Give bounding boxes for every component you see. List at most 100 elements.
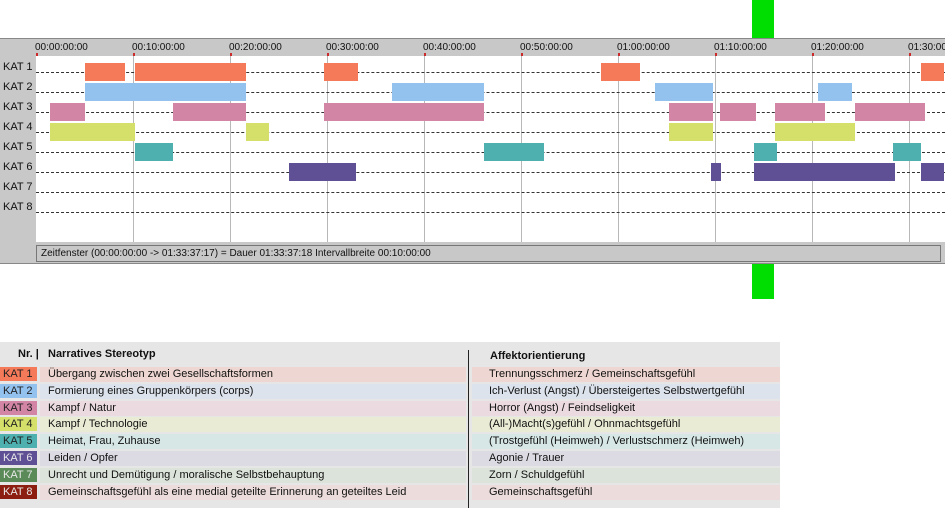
segment-bar[interactable]	[49, 103, 86, 121]
legend-row: KAT 2 Formierung eines Gruppenkörpers (co…	[0, 383, 780, 400]
segment-bar[interactable]	[920, 63, 944, 81]
legend-table: Nr. | Narratives Stereotyp Affektorienti…	[0, 342, 780, 508]
segment-bar[interactable]	[669, 123, 714, 141]
legend-swatch: KAT 3	[0, 400, 37, 415]
legend-swatch: KAT 4	[0, 417, 37, 432]
legend-stereotype: Kampf / Natur	[40, 400, 466, 416]
legend-swatch: KAT 6	[0, 451, 37, 465]
legend-row: KAT 4 Kampf / Technologie (All-)Macht(s)ge…	[0, 416, 780, 433]
legend-swatch: KAT 2	[0, 383, 37, 398]
legend-stereotype: Übergang zwischen zwei Gesellschaftsform…	[40, 367, 466, 382]
category-label: KAT 2	[3, 81, 33, 93]
legend-affect: Horror (Angst) / Feindseligkeit	[472, 400, 780, 416]
segment-bar[interactable]	[391, 83, 485, 101]
segment-bar[interactable]	[172, 103, 247, 121]
legend-stereotype: Gemeinschaftsgefühl als eine medial gete…	[40, 484, 466, 500]
legend-row: KAT 6 Leiden / Opfer Agonie / Trauer	[0, 450, 780, 467]
grid-line	[133, 56, 134, 242]
segment-bar[interactable]	[854, 103, 926, 121]
segment-bar[interactable]	[246, 123, 269, 141]
segment-bar[interactable]	[753, 143, 778, 161]
legend-swatch: KAT 5	[0, 434, 37, 449]
segment-bar[interactable]	[134, 63, 247, 81]
tick-mark	[230, 53, 232, 56]
row-baseline	[36, 212, 945, 213]
category-label: KAT 3	[3, 101, 33, 113]
category-label: KAT 8	[3, 201, 33, 213]
legend-stereotype: Kampf / Technologie	[40, 417, 466, 433]
legend-stereotype: Heimat, Frau, Zuhause	[40, 434, 466, 450]
tick-label: 01:00:00:00	[617, 42, 670, 53]
segment-bar[interactable]	[85, 83, 247, 101]
tick-mark	[521, 53, 523, 56]
segment-bar[interactable]	[289, 163, 357, 181]
category-label: KAT 1	[3, 61, 33, 73]
row-baseline	[36, 72, 945, 73]
segment-bar[interactable]	[711, 163, 721, 181]
segment-bar[interactable]	[134, 143, 173, 161]
timeline-plot[interactable]	[36, 56, 945, 242]
row-baseline	[36, 112, 945, 113]
segment-bar[interactable]	[775, 123, 855, 141]
timeline-panel: 00:00:00:00 00:10:00:00 00:20:00:00 00:30:0…	[0, 38, 945, 264]
tick-mark	[812, 53, 814, 56]
row-baseline	[36, 172, 945, 173]
category-label: KAT 7	[3, 181, 33, 193]
segment-bar[interactable]	[753, 163, 896, 181]
category-label: KAT 5	[3, 141, 33, 153]
segment-bar[interactable]	[669, 103, 714, 121]
legend-swatch: KAT 1	[0, 367, 37, 381]
row-baseline	[36, 192, 945, 193]
status-bar: Zeitfenster (00:00:00:00 -> 01:33:37:17)…	[36, 245, 941, 262]
legend-row: KAT 7 Unrecht und Demütigung / moralische…	[0, 467, 780, 484]
legend-affect: Agonie / Trauer	[472, 451, 780, 466]
legend-row: KAT 1 Übergang zwischen zwei Gesellschaft…	[0, 366, 780, 383]
segment-bar[interactable]	[892, 143, 921, 161]
tick-label: 00:40:00:00	[423, 42, 476, 53]
segment-bar[interactable]	[719, 103, 756, 121]
category-label: KAT 4	[3, 121, 33, 133]
tick-mark	[133, 53, 135, 56]
tick-label: 00:20:00:00	[229, 42, 282, 53]
segment-bar[interactable]	[920, 163, 944, 181]
legend-row: KAT 5 Heimat, Frau, Zuhause (Trostgefühl (…	[0, 433, 780, 450]
tick-mark	[909, 53, 911, 56]
segment-bar[interactable]	[600, 63, 641, 81]
legend-affect: (Trostgefühl (Heimweh) / Verlustschmerz …	[472, 434, 780, 450]
category-label: KAT 6	[3, 161, 33, 173]
segment-bar[interactable]	[324, 63, 359, 81]
segment-bar[interactable]	[654, 83, 714, 101]
segment-bar[interactable]	[324, 103, 485, 121]
tick-mark	[36, 53, 38, 56]
legend-divider	[468, 350, 469, 508]
tick-mark	[715, 53, 717, 56]
tick-label: 01:10:00:00	[714, 42, 767, 53]
tick-label: 00:50:00:00	[520, 42, 573, 53]
legend-header-nr: Nr. |	[18, 348, 39, 360]
legend-stereotype: Leiden / Opfer	[40, 451, 466, 466]
tick-label: 01:30:00	[908, 42, 945, 53]
legend-swatch: KAT 8	[0, 484, 37, 499]
segment-bar[interactable]	[817, 83, 852, 101]
legend-affect: Gemeinschaftsgefühl	[472, 484, 780, 500]
row-baseline	[36, 92, 945, 93]
segment-bar[interactable]	[484, 143, 545, 161]
legend-header-stereotype: Narratives Stereotyp	[48, 348, 156, 360]
legend-affect: Trennungsschmerz / Gemeinschaftsgefühl	[472, 367, 780, 382]
legend-affect: Ich-Verlust (Angst) / Übersteigertes Sel…	[472, 383, 780, 399]
legend-row: KAT 3 Kampf / Natur Horror (Angst) / Feind…	[0, 400, 780, 417]
tick-label: 00:00:00:00	[35, 42, 88, 53]
segment-bar[interactable]	[85, 63, 126, 81]
tick-label: 00:30:00:00	[326, 42, 379, 53]
legend-affect: Zorn / Schuldgefühl	[472, 467, 780, 483]
grid-line	[424, 56, 425, 242]
tick-label: 01:20:00:00	[811, 42, 864, 53]
grid-line	[327, 56, 328, 242]
tick-label: 00:10:00:00	[132, 42, 185, 53]
row-baseline	[36, 132, 945, 133]
legend-row: KAT 8 Gemeinschaftsgefühl als eine medial…	[0, 484, 780, 501]
green-marker-top	[752, 0, 774, 38]
time-ruler[interactable]: 00:00:00:00 00:10:00:00 00:20:00:00 00:30:0…	[35, 39, 945, 57]
segment-bar[interactable]	[49, 123, 135, 141]
segment-bar[interactable]	[775, 103, 825, 121]
